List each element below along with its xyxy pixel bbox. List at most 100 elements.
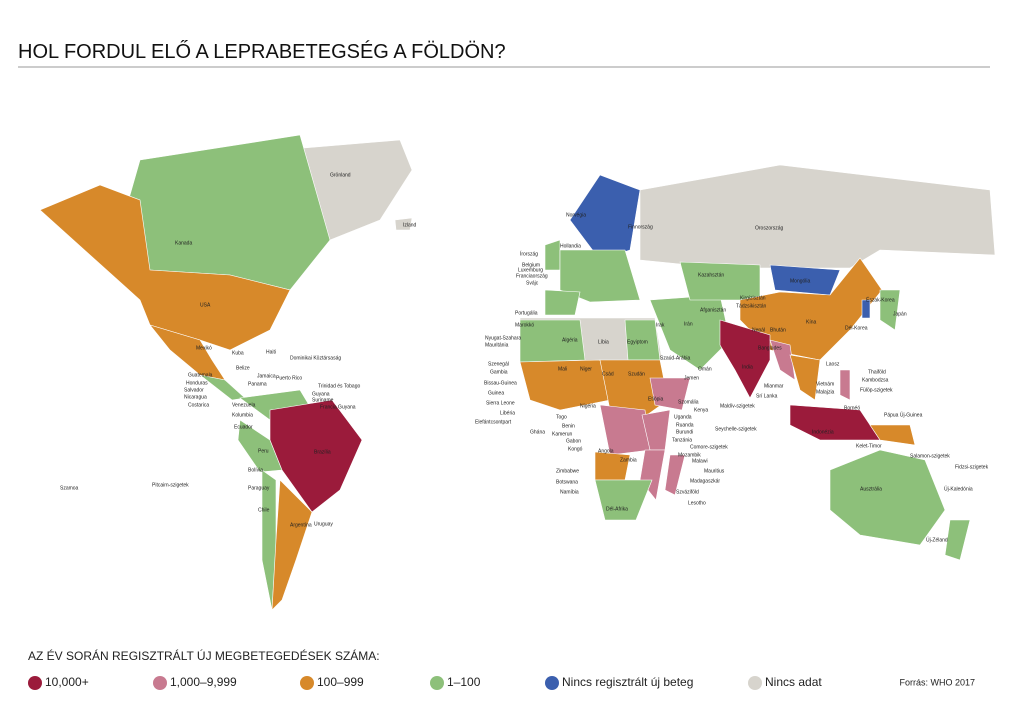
- country-label: Paraguay: [248, 485, 270, 491]
- legend-swatch: [430, 676, 444, 690]
- country-label: Kamerun: [552, 431, 573, 437]
- country-label: Gabon: [566, 438, 581, 444]
- country-label: Algéria: [562, 337, 578, 343]
- country-label: Costarica: [188, 402, 209, 408]
- country-label: Szudán: [628, 371, 645, 377]
- country-label: Banglades: [758, 345, 782, 351]
- country-label: Norvégia: [566, 212, 586, 218]
- country-label: Tádzsikisztán: [736, 303, 767, 309]
- country-label: Izland: [403, 222, 417, 228]
- country-shape: [594, 451, 631, 481]
- title: HOL FORDUL ELŐ A LEPRABETEGSÉG A FÖLDÖN?: [18, 40, 506, 63]
- country-shape: [569, 174, 641, 261]
- country-label: Thaiföld: [868, 369, 886, 375]
- country-shape: [839, 369, 851, 401]
- country-label: Bornéó: [844, 405, 860, 411]
- country-label: Mozambik: [678, 452, 701, 458]
- country-shape: [664, 454, 686, 496]
- country-label: Salvador: [184, 387, 204, 393]
- country-label: Puerto Rico: [276, 375, 302, 381]
- country-label: Nepál: [752, 327, 765, 333]
- country-shape: [789, 354, 821, 401]
- country-label: Szváziföld: [676, 489, 699, 495]
- country-label: USA: [200, 302, 211, 308]
- legend-label: 10,000+: [45, 675, 89, 689]
- country-label: Oroszország: [755, 225, 784, 231]
- country-label: Afganisztán: [700, 307, 726, 313]
- country-label: Pápua Új-Guinea: [884, 411, 923, 418]
- country-label: Elefántcsontpart: [475, 419, 512, 425]
- country-label: Új-Kaledónia: [944, 485, 973, 492]
- country-label: Guatemala: [188, 372, 213, 378]
- country-label: Burundi: [676, 429, 693, 435]
- country-label: Panama: [248, 381, 267, 387]
- country-label: Ghána: [530, 429, 545, 435]
- country-label: Kirgizisztán: [740, 295, 766, 301]
- legend-label: 1–100: [447, 675, 481, 689]
- country-label: Ausztrália: [860, 486, 882, 492]
- country-shape: [649, 377, 691, 411]
- country-label: Mali: [558, 366, 567, 372]
- country-label: Jamaica: [257, 373, 276, 379]
- country-label: Észak-Korea: [866, 296, 895, 303]
- land: [639, 164, 996, 269]
- country-label: Nyugat-Szahara: [485, 335, 521, 341]
- country-label: Mauritius: [704, 468, 725, 474]
- country-label: Dél-Afrika: [606, 506, 628, 512]
- country-label: Tanzánia: [672, 437, 692, 443]
- country-shape: [879, 289, 901, 331]
- country-label: Kolumbia: [232, 412, 253, 418]
- country-label: Honduras: [186, 380, 208, 386]
- country-label: Angola: [598, 448, 614, 454]
- country-shape: [559, 249, 641, 303]
- country-shape: [679, 261, 761, 301]
- country-shape: [237, 419, 283, 473]
- country-label: Kelet-Timor: [856, 443, 882, 449]
- country-label: Belize: [236, 365, 250, 371]
- country-label: Zambia: [620, 457, 637, 463]
- country-label: Japán: [893, 311, 907, 317]
- country-label: Írország: [520, 250, 538, 257]
- country-label: Haiti: [266, 349, 276, 355]
- country-label: Mexikó: [196, 345, 212, 351]
- country-shape: [119, 134, 331, 291]
- country-label: Uganda: [674, 414, 692, 420]
- country-label: Csád: [602, 371, 614, 377]
- country-label: Egyiptom: [627, 339, 648, 345]
- country-label: Kambodzsa: [862, 377, 889, 383]
- country-label: Ruanda: [676, 422, 694, 428]
- country-shape: [544, 239, 561, 271]
- country-shape: [861, 299, 871, 319]
- country-label: Szamoa: [60, 485, 79, 491]
- country-label: Madagaszkár: [690, 478, 720, 484]
- country-label: Dél-Korea: [845, 325, 868, 331]
- legend-label: 100–999: [317, 675, 364, 689]
- country-label: Portugália: [515, 310, 538, 316]
- country-label: Omán: [698, 366, 712, 372]
- country-label: Grönland: [330, 172, 351, 178]
- country-label: Bissau-Guinea: [484, 380, 517, 386]
- country-label: Svájc: [526, 280, 539, 286]
- legend-label: Nincs adat: [765, 675, 822, 689]
- source: Forrás: WHO 2017: [899, 677, 975, 687]
- country-label: Libéria: [500, 410, 515, 416]
- country-label: Malawi: [692, 458, 708, 464]
- country-label: Nicaragua: [184, 394, 207, 400]
- country-label: Irán: [684, 321, 693, 327]
- country-shape: [519, 359, 611, 411]
- country-label: Togo: [556, 414, 567, 420]
- country-label: Líbia: [598, 339, 609, 345]
- country-label: Zimbabwe: [556, 468, 579, 474]
- country-label: Uruguay: [314, 521, 333, 527]
- country-label: Bhután: [770, 327, 786, 333]
- country-label: Chile: [258, 507, 270, 513]
- country-label: Szaúd-Arábia: [660, 355, 691, 361]
- country-labels: Grönland Izland Kanada USA Mexikó Kuba Haiti Do…: [60, 172, 989, 543]
- legend-swatch: [28, 676, 42, 690]
- country-label: Kongó: [568, 446, 583, 452]
- country-label: Venezuela: [232, 402, 256, 408]
- country-shape: [944, 519, 971, 561]
- country-label: Trinidad és Tobago: [318, 383, 360, 389]
- country-label: Ecuador: [234, 424, 253, 430]
